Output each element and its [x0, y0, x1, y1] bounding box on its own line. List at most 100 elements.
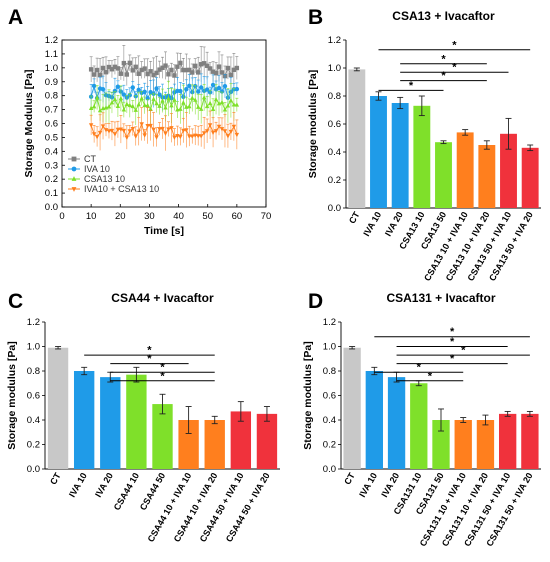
marker-triangle-down — [163, 131, 168, 136]
marker-triangle-down — [234, 132, 240, 138]
marker-square — [193, 63, 198, 69]
significance-star: * — [450, 336, 455, 348]
marker-square — [139, 67, 144, 73]
marker-triangle-up — [139, 95, 144, 101]
significance-star: * — [147, 345, 152, 357]
category-label: IVA 20 — [383, 210, 405, 238]
bar — [47, 347, 69, 469]
panel-letter: B — [308, 6, 323, 29]
x-tick-label: 10 — [86, 211, 97, 222]
y-tick-label: 1.0 — [323, 342, 336, 353]
marker-circle — [234, 86, 240, 92]
y-tick-label: 0.4 — [45, 146, 58, 157]
marker-triangle-down — [213, 129, 219, 134]
marker-square — [187, 67, 192, 73]
y-tick-label: 0.2 — [328, 175, 341, 186]
x-axis-label: Time [s] — [144, 225, 184, 237]
y-axis-label: Storage Modulus [Pa] — [23, 70, 35, 178]
marker-square — [172, 73, 177, 78]
marker-circle — [136, 87, 141, 92]
y-tick-label: 1.2 — [328, 35, 341, 46]
marker-triangle-down — [166, 127, 171, 132]
marker-triangle-down — [169, 126, 174, 131]
category-label: CSA44 50 — [138, 471, 167, 512]
y-tick-label: 0.2 — [45, 174, 58, 185]
y-tick-label: 0.0 — [328, 203, 341, 214]
marker-square — [225, 65, 231, 71]
bar — [476, 420, 495, 469]
y-tick-label: 0.2 — [27, 440, 40, 451]
marker-triangle-down — [201, 131, 207, 136]
panel-letter: C — [8, 290, 23, 313]
y-tick-label: 0.6 — [323, 391, 336, 402]
x-tick-label: 70 — [261, 211, 272, 222]
panel-c: C CSA44 + Ivacaftor 0.0 0.2 0.4 0.6 0.8 1.0 1.2 S… — [6, 290, 280, 544]
marker-triangle-down — [160, 126, 165, 132]
y-tick-label: 1.2 — [45, 35, 58, 46]
marker-triangle-up — [151, 96, 156, 101]
marker-triangle-down — [115, 127, 121, 133]
marker-triangle-up — [106, 104, 112, 109]
significance-star: * — [441, 70, 446, 82]
marker-triangle-down — [109, 128, 115, 134]
marker-circle — [187, 83, 192, 89]
marker-triangle-down — [106, 129, 112, 134]
marker-square — [94, 67, 100, 73]
x-tick-label: 60 — [232, 211, 243, 222]
category-label: CT — [347, 210, 362, 226]
marker-triangle-down — [148, 123, 153, 129]
bar — [387, 377, 406, 469]
y-axis-label: Storage modulus [Pa] — [302, 341, 314, 450]
panel-letter: D — [308, 290, 323, 313]
marker-circle — [71, 166, 77, 172]
marker-triangle-up — [222, 107, 228, 112]
panel-b: B CSA13 + Ivacaftor 0.0 0.2 0.4 0.6 0.8 1.0 1.2 S… — [307, 6, 541, 283]
marker-circle — [154, 86, 159, 91]
bar — [456, 132, 474, 208]
marker-circle — [195, 89, 201, 94]
marker-triangle-down — [136, 129, 141, 135]
marker-triangle-down — [207, 123, 213, 128]
bar — [204, 420, 225, 469]
category-label: CSA44 10 — [112, 471, 141, 512]
marker-triangle-down — [91, 132, 97, 137]
category-label: IVA 20 — [379, 471, 401, 499]
y-tick-label: 0.2 — [323, 440, 336, 451]
marker-triangle-down — [151, 127, 156, 133]
category-label: IVA 10 — [361, 210, 383, 238]
marker-square — [100, 65, 106, 71]
marker-triangle-down — [178, 134, 183, 140]
category-label: IVA 10 — [357, 471, 379, 499]
marker-triangle-up — [142, 102, 147, 108]
y-axis-label: Storage modulus [Pa] — [307, 70, 319, 179]
significance-star: * — [452, 62, 457, 74]
marker-triangle-up — [193, 97, 198, 102]
y-tick-label: 1.0 — [27, 342, 40, 353]
marker-square — [133, 64, 138, 70]
significance-star: * — [409, 80, 414, 92]
marker-circle — [178, 88, 183, 94]
marker-square — [163, 63, 168, 68]
marker-triangle-down — [71, 187, 77, 192]
marker-triangle-down — [88, 123, 94, 128]
marker-square — [207, 66, 213, 71]
marker-square — [178, 60, 183, 66]
marker-triangle-down — [100, 124, 106, 129]
marker-triangle-up — [133, 107, 138, 112]
chart-title: CSA44 + Ivacaftor — [111, 291, 214, 305]
marker-triangle-up — [136, 101, 141, 107]
y-tick-label: 0.8 — [323, 366, 336, 377]
marker-square — [106, 64, 112, 70]
marker-square — [91, 72, 97, 77]
marker-triangle-down — [198, 134, 204, 139]
bar — [435, 142, 452, 208]
marker-triangle-down — [204, 129, 210, 134]
marker-square — [231, 67, 237, 73]
marker-square — [142, 66, 147, 71]
marker-circle — [142, 89, 147, 94]
series-3 — [88, 107, 240, 151]
marker-triangle-down — [222, 129, 228, 134]
bar — [73, 371, 95, 469]
category-label: IVA 20 — [93, 471, 115, 499]
significance-star: * — [452, 39, 457, 51]
